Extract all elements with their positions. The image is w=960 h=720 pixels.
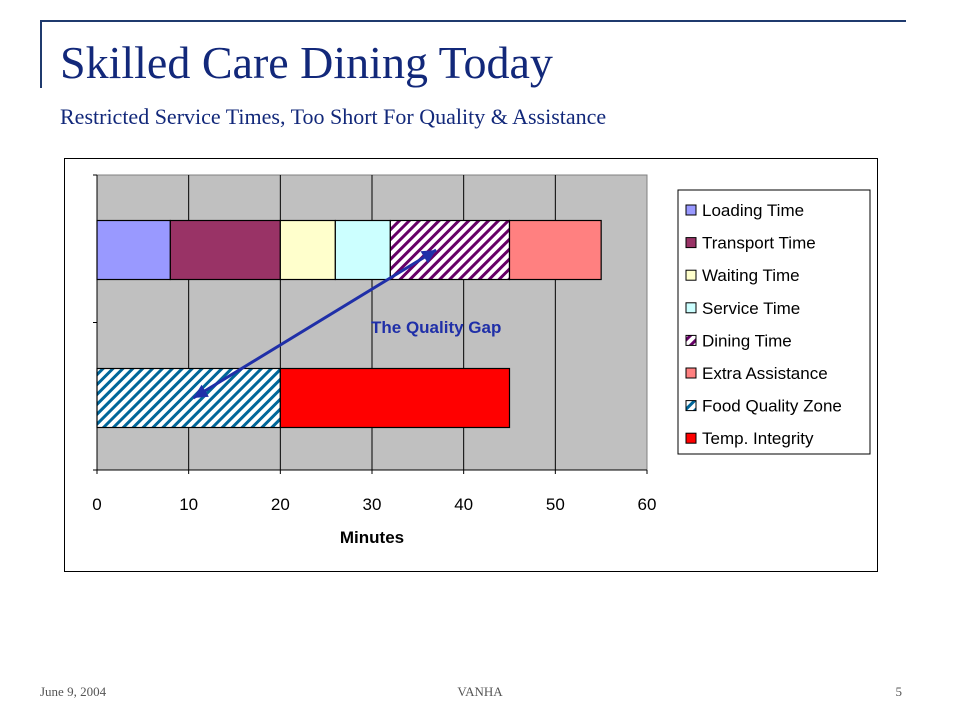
legend-swatch-dining-time: [685, 334, 697, 346]
x-tick-label-30: 30: [363, 495, 382, 514]
bar-segment-row1-loading-time: [96, 219, 171, 281]
legend-swatch-service-time: [685, 302, 697, 314]
slide-subtitle: Restricted Service Times, Too Short For …: [60, 104, 607, 129]
title-frame-left-rule: [40, 20, 42, 88]
x-tick-label-50: 50: [546, 495, 565, 514]
x-tick-label-0: 0: [92, 495, 101, 514]
x-tick-label-60: 60: [638, 495, 657, 514]
quality-gap-label: The Quality Gap: [371, 318, 501, 337]
chart-container: 0 10 20 30 40 50 60 Minutes The Quality Gap Loadi…: [64, 158, 878, 572]
bar-segment-row1-extra-assistance: [508, 219, 602, 281]
bar-segment-row1-dining-time: [389, 219, 511, 281]
quality-gap-arrow: [192, 248, 437, 400]
legend-swatch-temp-integrity: [685, 432, 697, 444]
legend-box: [677, 189, 871, 455]
legend-swatch-transport-time: [685, 237, 697, 249]
legend-label-temp-integrity: Temp. Integrity: [702, 429, 814, 448]
bar-segment-row1-service-time: [334, 219, 391, 281]
bar-segment-row1-transport-time: [169, 219, 281, 281]
legend-label-waiting-time: Waiting Time: [702, 266, 800, 285]
bar-segment-row2-temp-integrity: [279, 367, 511, 429]
footer-organization: VANHA: [457, 684, 503, 699]
footer-date: June 9, 2004: [40, 684, 107, 699]
title-frame-top-rule: [40, 20, 906, 22]
stacked-bar-chart: 0 10 20 30 40 50 60 Minutes The Quality Gap Loadi…: [64, 158, 878, 572]
x-axis-title: Minutes: [340, 528, 404, 547]
x-tick-label-40: 40: [454, 495, 473, 514]
legend-label-food-quality-zone: Food Quality Zone: [702, 397, 842, 416]
legend-label-extra-assistance: Extra Assistance: [702, 364, 828, 383]
legend-label-service-time: Service Time: [702, 299, 800, 318]
legend-label-dining-time: Dining Time: [702, 331, 792, 350]
legend-swatch-food-quality-zone: [685, 400, 697, 412]
legend-label-transport-time: Transport Time: [702, 234, 816, 253]
x-tick-label-10: 10: [179, 495, 198, 514]
legend-swatch-waiting-time: [685, 269, 697, 281]
slide-title: Skilled Care Dining Today: [60, 37, 553, 88]
x-tick-label-20: 20: [271, 495, 290, 514]
bar-segment-row2-food-quality-zone: [96, 367, 281, 429]
legend-swatch-loading-time: [685, 204, 697, 216]
page-number: 5: [895, 684, 903, 699]
legend-swatch-extra-assistance: [685, 367, 697, 379]
bar-segment-row1-waiting-time: [279, 219, 336, 281]
legend-label-loading-time: Loading Time: [702, 201, 804, 220]
